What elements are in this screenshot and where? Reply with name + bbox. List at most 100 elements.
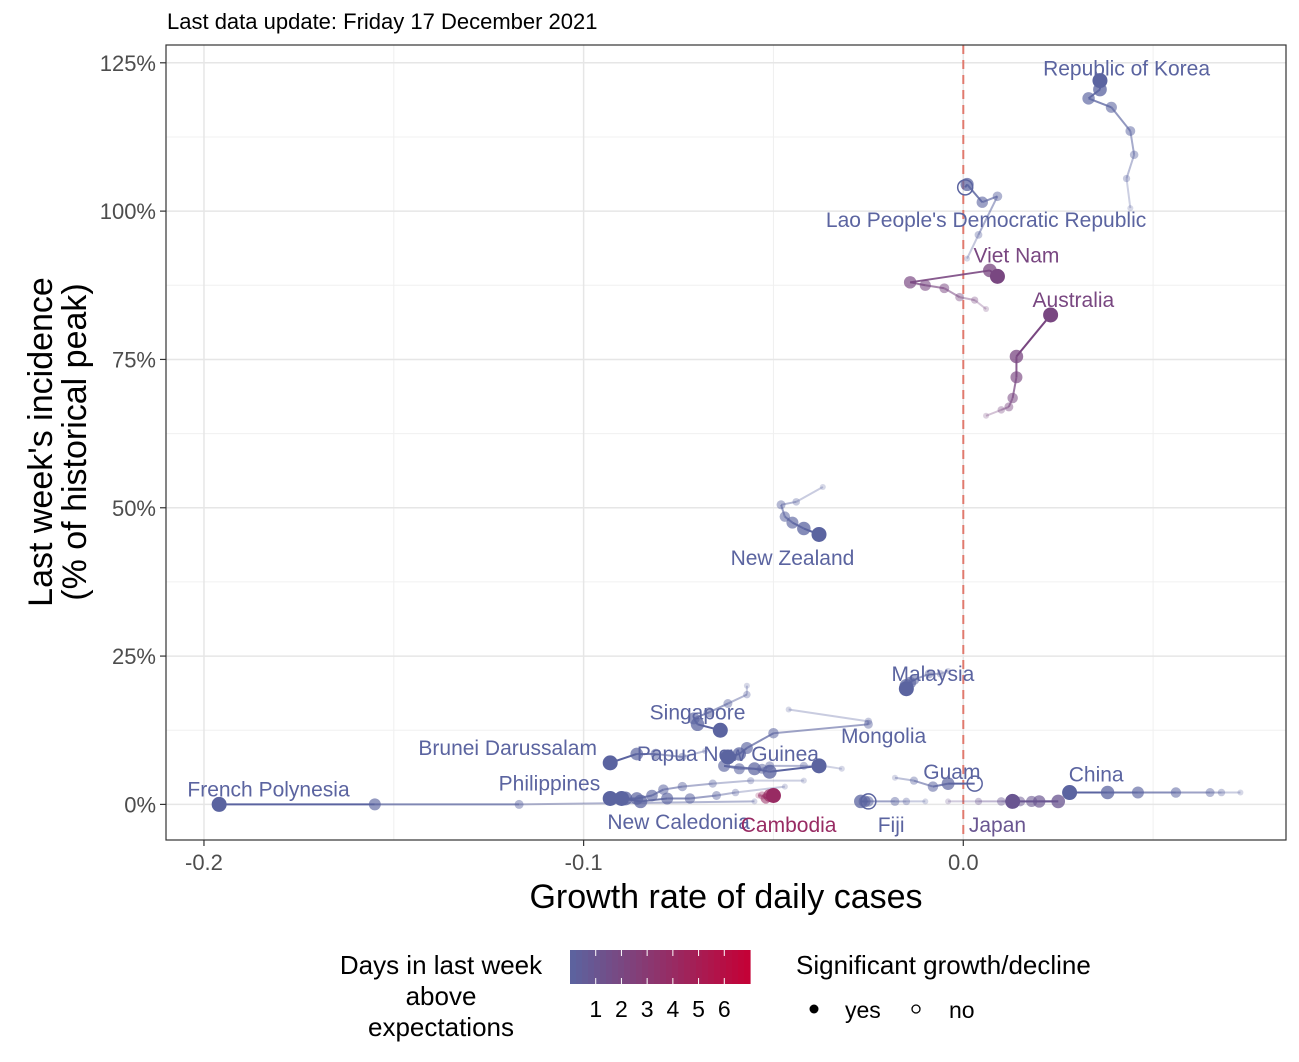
y-axis-label-line-1: Last week's incidence xyxy=(22,277,60,607)
trail-point-latest xyxy=(211,796,227,812)
trail-point xyxy=(792,498,800,506)
trail-segment xyxy=(959,296,975,302)
chart-subtitle: Last data update: Friday 17 December 202… xyxy=(167,9,598,34)
trail-point xyxy=(939,283,950,294)
trail-point xyxy=(983,306,990,313)
trail-point xyxy=(1100,785,1115,800)
country-label: Fiji xyxy=(878,814,905,837)
trail-point-latest xyxy=(1043,307,1059,323)
country-trail xyxy=(755,788,781,804)
country-labels: Republic of Korea Lao People's Democratic… xyxy=(187,58,1210,837)
country-trail xyxy=(687,682,751,738)
trail-point xyxy=(514,799,524,809)
country-trail xyxy=(1082,73,1139,212)
trail-point xyxy=(733,763,745,775)
y-tick-label: 75% xyxy=(112,347,156,372)
trail-point-latest xyxy=(614,790,630,806)
colorbar-step xyxy=(624,950,631,984)
trail-point xyxy=(919,279,931,291)
country-label: Singapore xyxy=(650,701,746,724)
trail-point xyxy=(747,762,761,776)
trail-point xyxy=(1004,402,1014,412)
trail-segment xyxy=(682,750,706,758)
trail-point xyxy=(718,759,731,772)
colorbar-step xyxy=(684,950,691,984)
colorbar-step xyxy=(654,950,661,984)
legend-significance: Significant growth/decline yes no xyxy=(796,950,1091,1023)
colorbar-step xyxy=(744,950,751,984)
colorbar-step xyxy=(726,950,733,984)
trail-point xyxy=(650,748,662,760)
trail-point-latest xyxy=(1062,785,1078,801)
trail-point-latest xyxy=(602,790,618,806)
trail-segment xyxy=(977,195,999,236)
y-tick-label: 0% xyxy=(124,792,156,817)
trail-point xyxy=(922,798,929,805)
trail-point xyxy=(936,670,945,678)
trail-point-latest xyxy=(898,681,914,697)
colorbar-label: 3 xyxy=(641,996,654,1022)
colorbar-step xyxy=(648,950,655,984)
colorbar-step xyxy=(594,950,601,984)
trail-segment xyxy=(773,723,869,735)
trail-segment xyxy=(795,486,824,503)
trail-point xyxy=(800,777,807,784)
colorbar-step xyxy=(720,950,727,984)
trail-point xyxy=(781,783,788,790)
trail-point xyxy=(997,406,1006,414)
colorbar-step xyxy=(588,950,595,984)
country-trails xyxy=(211,73,1244,812)
trail-point xyxy=(684,793,696,804)
country-label: French Polynesia xyxy=(187,779,350,802)
country-label: Australia xyxy=(1033,289,1115,312)
trail-point xyxy=(1170,787,1182,798)
trail-point xyxy=(677,781,688,792)
trail-point xyxy=(786,516,799,529)
trail-point xyxy=(797,521,811,536)
country-trail xyxy=(718,758,845,779)
trail-segment xyxy=(1125,154,1136,179)
trail-point xyxy=(992,191,1003,202)
trail-point xyxy=(1051,794,1066,809)
trail-point xyxy=(743,682,750,689)
trail-point xyxy=(708,779,717,788)
colorbar-step xyxy=(738,950,745,984)
country-label: New Caledonia xyxy=(607,811,750,834)
y-tick-label: 100% xyxy=(100,199,156,224)
grid-minor xyxy=(166,45,1286,840)
trail-point xyxy=(1131,786,1144,799)
colorbar-step xyxy=(672,950,679,984)
trail-point-latest xyxy=(989,268,1005,284)
trail-point-latest xyxy=(860,793,877,810)
colorbar-step xyxy=(660,950,667,984)
country-label: Brunei Darussalam xyxy=(418,737,597,760)
trail-point xyxy=(1007,392,1018,404)
trail-point xyxy=(661,792,674,805)
colorbar-step xyxy=(642,950,649,984)
trail-point xyxy=(838,765,845,772)
trail-point xyxy=(678,752,687,762)
colorbar-step xyxy=(606,950,613,984)
colorbar-step xyxy=(690,950,697,984)
trail-point xyxy=(633,794,648,809)
x-tick-label: -0.1 xyxy=(565,850,603,875)
legend-color-title-3: expectations xyxy=(368,1012,514,1042)
country-label: Viet Nam xyxy=(973,245,1059,268)
colorbar-step xyxy=(636,950,643,984)
trail-point xyxy=(902,797,911,806)
trail-point xyxy=(983,412,990,419)
trail-point xyxy=(368,798,381,811)
country-label: Guam xyxy=(923,761,980,784)
trail-point xyxy=(703,707,715,718)
trail-point xyxy=(974,797,983,806)
trail-point xyxy=(799,761,808,770)
trail-point xyxy=(955,292,964,302)
trail-segment xyxy=(682,782,713,788)
trail-point xyxy=(1082,92,1095,105)
trail-point xyxy=(819,483,826,490)
colorbar-label: 6 xyxy=(718,996,731,1022)
trail-point xyxy=(1125,126,1136,136)
country-trail xyxy=(956,177,1003,262)
legend-color-title-1: Days in last week xyxy=(340,950,543,980)
